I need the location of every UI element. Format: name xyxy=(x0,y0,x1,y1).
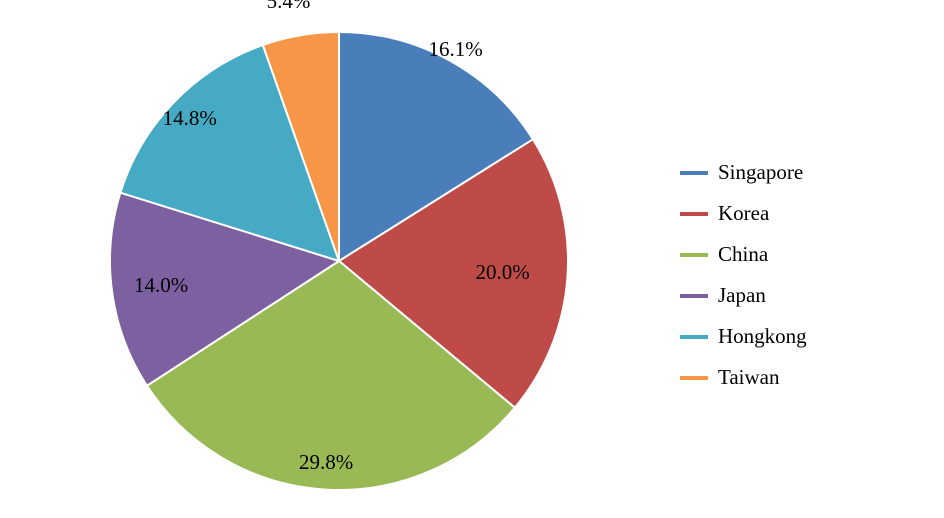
pie-chart-container: Singapore Korea China Japan Hongkong Taiwan 1… xyxy=(0,0,944,518)
legend-item-hongkong: Hongkong xyxy=(680,324,807,349)
legend: Singapore Korea China Japan Hongkong Taiwan xyxy=(680,160,807,390)
legend-label: Korea xyxy=(718,201,769,226)
legend-label: China xyxy=(718,242,768,267)
slice-label-taiwan: 5.4% xyxy=(267,0,311,14)
legend-item-korea: Korea xyxy=(680,201,807,226)
legend-swatch-singapore xyxy=(680,171,708,175)
slice-label-japan: 14.0% xyxy=(134,273,188,298)
slice-label-singapore: 16.1% xyxy=(429,37,483,62)
legend-label: Japan xyxy=(718,283,766,308)
slice-label-hongkong: 14.8% xyxy=(163,106,217,131)
legend-swatch-china xyxy=(680,253,708,257)
legend-item-singapore: Singapore xyxy=(680,160,807,185)
legend-swatch-japan xyxy=(680,294,708,298)
legend-label: Singapore xyxy=(718,160,803,185)
legend-swatch-hongkong xyxy=(680,335,708,339)
legend-swatch-taiwan xyxy=(680,376,708,380)
legend-label: Taiwan xyxy=(718,365,780,390)
slice-label-korea: 20.0% xyxy=(476,260,530,285)
legend-swatch-korea xyxy=(680,212,708,216)
slice-label-china: 29.8% xyxy=(299,450,353,475)
legend-item-china: China xyxy=(680,242,807,267)
legend-item-taiwan: Taiwan xyxy=(680,365,807,390)
legend-item-japan: Japan xyxy=(680,283,807,308)
legend-label: Hongkong xyxy=(718,324,807,349)
